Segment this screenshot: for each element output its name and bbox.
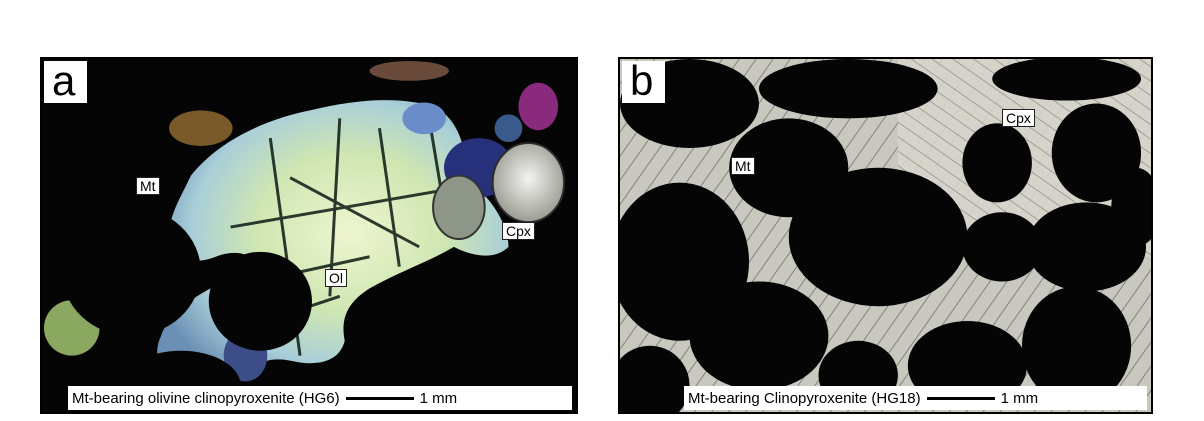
- micrograph-panel-a: a Mt Ol Cpx Mt-bearing olivine clinopyro…: [40, 57, 578, 414]
- mineral-label-cpx: Cpx: [1002, 109, 1035, 127]
- scale-label-b: 1 mm: [1000, 389, 1039, 407]
- mineral-label-mt: Mt: [731, 157, 755, 175]
- micrograph-image-b: [620, 59, 1151, 412]
- mineral-label-mt: Mt: [136, 177, 160, 195]
- sample-caption-a: Mt-bearing olivine clinopyroxenite (HG6): [72, 389, 340, 407]
- micrograph-image-a: [42, 59, 576, 412]
- caption-bar-a: Mt-bearing olivine clinopyroxenite (HG6)…: [68, 386, 572, 410]
- micrograph-panel-b: b Mt Cpx Mt-bearing Clinopyroxenite (HG1…: [618, 57, 1153, 414]
- sample-caption-b: Mt-bearing Clinopyroxenite (HG18): [688, 389, 921, 407]
- mineral-label-cpx: Cpx: [502, 222, 535, 240]
- scale-bar-a: [345, 396, 414, 400]
- scale-bar-b: [926, 396, 995, 400]
- scale-label-a: 1 mm: [419, 389, 458, 407]
- caption-bar-b: Mt-bearing Clinopyroxenite (HG18) 1 mm: [684, 386, 1147, 410]
- mineral-label-ol: Ol: [325, 269, 347, 287]
- panel-label-a: a: [44, 60, 88, 103]
- panel-label-b: b: [622, 60, 666, 103]
